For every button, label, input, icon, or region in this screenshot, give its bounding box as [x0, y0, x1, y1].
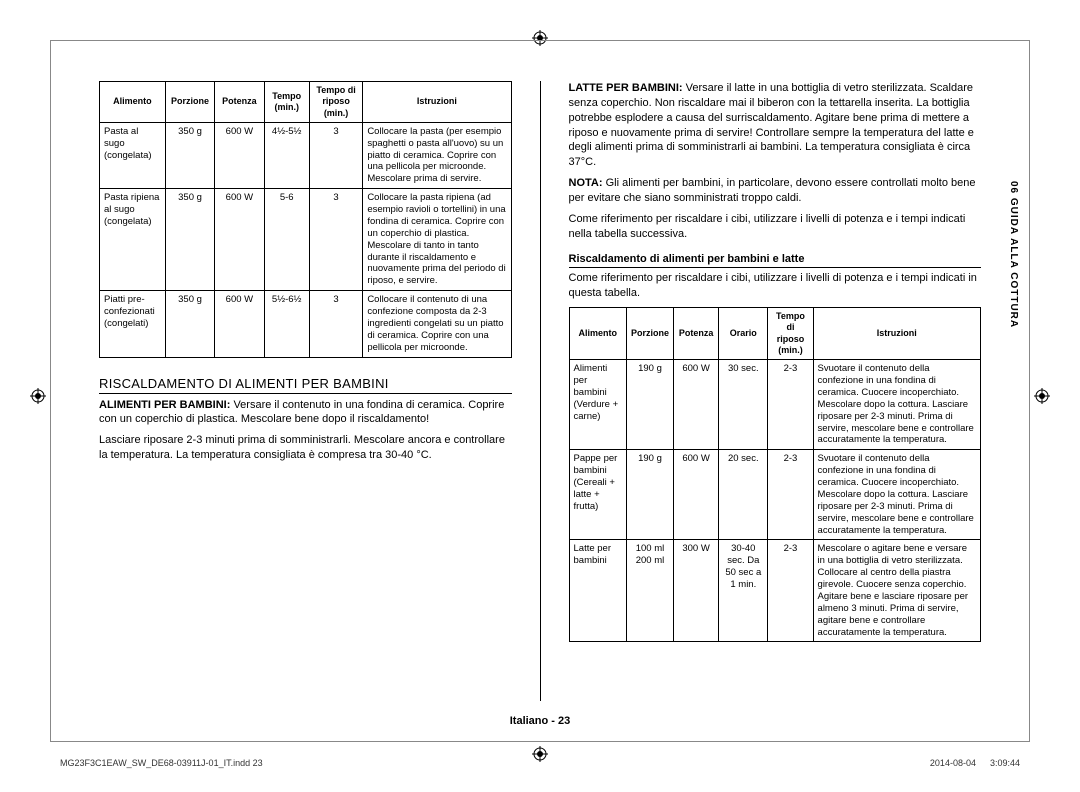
table-cell: 600 W — [215, 291, 264, 357]
body-text: Come riferimento per riscaldare i cibi, … — [569, 212, 982, 242]
bold-lead: NOTA: — [569, 177, 603, 189]
bold-lead: LATTE PER BAMBINI: — [569, 82, 683, 94]
body-text: Come riferimento per riscaldare i cibi, … — [569, 271, 982, 301]
th: Tempo di riposo (min.) — [309, 82, 362, 123]
table-cell: Svuotare il contenuto della confezione i… — [813, 360, 980, 450]
page-frame: Alimento Porzione Potenza Tempo (min.) T… — [50, 40, 1030, 742]
sub-heading: Riscaldamento di alimenti per bambini e … — [569, 253, 982, 268]
print-mark-right: 2014-08-04 3:09:44 — [930, 758, 1020, 768]
table-cell: 4½-5½ — [264, 122, 309, 188]
th: Tempo (min.) — [264, 82, 309, 123]
bold-lead: ALIMENTI PER BAMBINI: — [99, 399, 230, 411]
table-cell: 30 sec. — [719, 360, 768, 450]
table-cell: Mescolare o agitare bene e versare in un… — [813, 540, 980, 642]
side-tab: 06 GUIDA ALLA COTTURA — [1008, 181, 1019, 328]
table-cell: Latte per bambini — [569, 540, 626, 642]
table-cell: Svuotare il contenuto della confezione i… — [813, 450, 980, 540]
table-cell: 3 — [309, 122, 362, 188]
text: Versare il latte in una bottiglia di vet… — [569, 82, 974, 168]
table-cell: 5½-6½ — [264, 291, 309, 357]
body-text: Lasciare riposare 2-3 minuti prima di so… — [99, 433, 512, 463]
table-cell: Collocare la pasta ripiena (ad esempio r… — [363, 189, 511, 291]
text: Gli alimenti per bambini, in particolare… — [569, 177, 976, 204]
th: Tempo di riposo (min.) — [768, 308, 813, 360]
left-column: Alimento Porzione Potenza Tempo (min.) T… — [99, 81, 512, 721]
body-text: ALIMENTI PER BAMBINI: Versare il contenu… — [99, 398, 512, 428]
table-cell: 5-6 — [264, 189, 309, 291]
th: Alimento — [100, 82, 166, 123]
th: Porzione — [626, 308, 673, 360]
table-cell: 3 — [309, 291, 362, 357]
table-cell: 190 g — [626, 360, 673, 450]
table-cell: 350 g — [165, 291, 214, 357]
table-cell: 300 W — [673, 540, 718, 642]
right-column: LATTE PER BAMBINI: Versare il latte in u… — [569, 81, 982, 721]
table-cell: 600 W — [673, 360, 718, 450]
registration-mark-icon — [1034, 388, 1050, 404]
table-cell: 2-3 — [768, 360, 813, 450]
column-divider — [540, 81, 541, 701]
section-heading: RISCALDAMENTO DI ALIMENTI PER BAMBINI — [99, 376, 512, 394]
table-cell: 350 g — [165, 189, 214, 291]
th: Istruzioni — [363, 82, 511, 123]
registration-mark-icon — [30, 388, 46, 404]
table-cell: Piatti pre-confezionati (congelati) — [100, 291, 166, 357]
th: Porzione — [165, 82, 214, 123]
page-footer: Italiano - 23 — [51, 715, 1029, 727]
body-text: NOTA: Gli alimenti per bambini, in parti… — [569, 176, 982, 206]
table-cell: 20 sec. — [719, 450, 768, 540]
cooking-table-2: Alimento Porzione Potenza Orario Tempo d… — [569, 307, 982, 642]
table-cell: Pasta ripiena al sugo (congelata) — [100, 189, 166, 291]
table-cell: Collocare il contenuto di una confezione… — [363, 291, 511, 357]
table-cell: 600 W — [215, 189, 264, 291]
table-cell: 350 g — [165, 122, 214, 188]
table-cell: 2-3 — [768, 450, 813, 540]
th: Potenza — [673, 308, 718, 360]
table-cell: Pappe per bambini (Cereali + latte + fru… — [569, 450, 626, 540]
th: Potenza — [215, 82, 264, 123]
body-text: LATTE PER BAMBINI: Versare il latte in u… — [569, 81, 982, 170]
table-cell: 600 W — [215, 122, 264, 188]
table-cell: 3 — [309, 189, 362, 291]
registration-mark-icon — [532, 746, 548, 762]
table-cell: 190 g — [626, 450, 673, 540]
th: Istruzioni — [813, 308, 980, 360]
table-cell: 30-40 sec. Da 50 sec a 1 min. — [719, 540, 768, 642]
table-cell: Collocare la pasta (per esempio spaghett… — [363, 122, 511, 188]
cooking-table-1: Alimento Porzione Potenza Tempo (min.) T… — [99, 81, 512, 358]
table-cell: 600 W — [673, 450, 718, 540]
table-cell: 2-3 — [768, 540, 813, 642]
print-mark-left: MG23F3C1EAW_SW_DE68-03911J-01_IT.indd 23 — [60, 758, 263, 768]
table-cell: 100 ml 200 ml — [626, 540, 673, 642]
table-cell: Alimenti per bambini (Verdure + carne) — [569, 360, 626, 450]
table-cell: Pasta al sugo (congelata) — [100, 122, 166, 188]
th: Alimento — [569, 308, 626, 360]
th: Orario — [719, 308, 768, 360]
